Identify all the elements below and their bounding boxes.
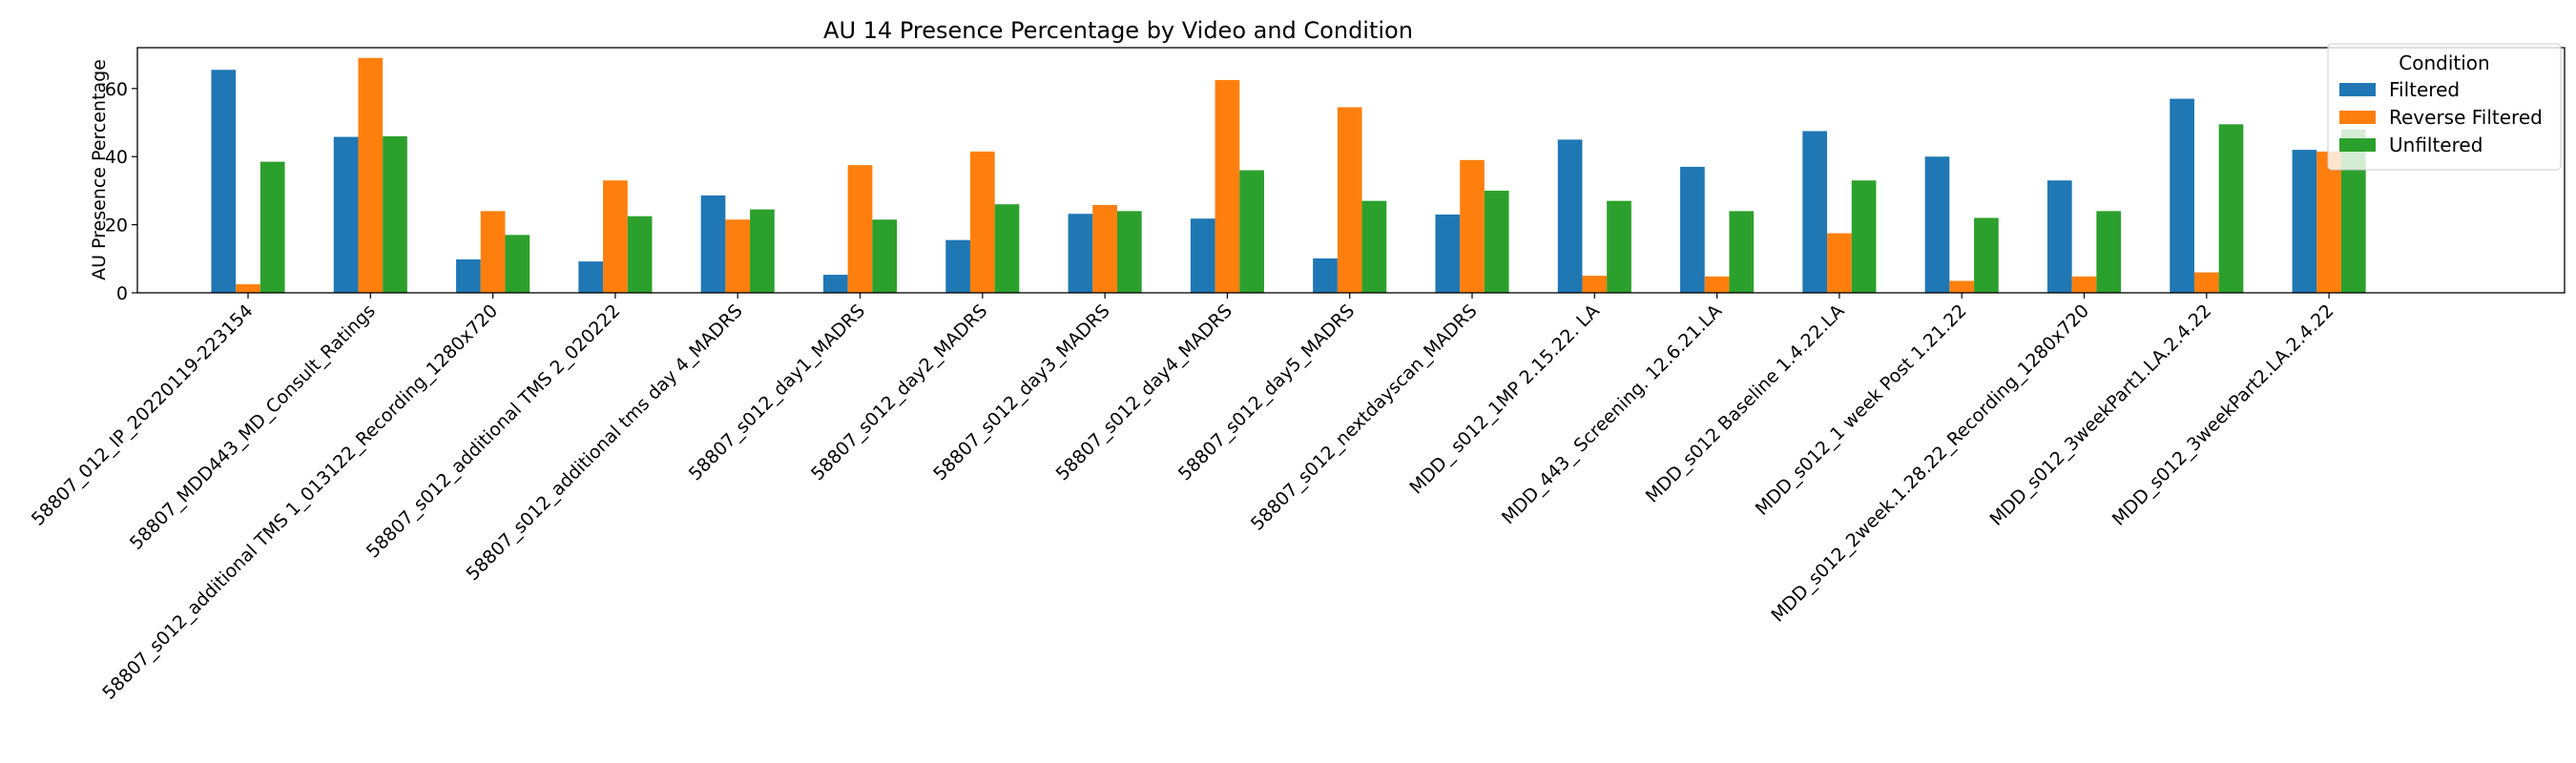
bar-unfiltered-7 xyxy=(1116,211,1142,293)
y-tick-label-2: 40 xyxy=(105,147,128,168)
bar-filtered-9 xyxy=(1313,258,1338,293)
bar-reverse-filtered-0 xyxy=(236,284,260,293)
bar-reverse-filtered-12 xyxy=(1704,276,1730,293)
bar-filtered-16 xyxy=(2170,98,2194,293)
legend-label-filtered: Filtered xyxy=(2389,78,2460,101)
legend-swatch-filtered xyxy=(2339,83,2376,96)
x-tick-label-14: MDD_s012_1 week Post 1.21.22 xyxy=(1752,300,1971,520)
bar-reverse-filtered-3 xyxy=(603,180,628,293)
bar-filtered-13 xyxy=(1802,131,1828,293)
bar-reverse-filtered-9 xyxy=(1337,107,1362,293)
bar-filtered-1 xyxy=(333,136,359,293)
x-axis: 58807_012_IP_20220119-22315458807_MDD443… xyxy=(28,293,2338,704)
bar-reverse-filtered-2 xyxy=(480,211,506,293)
bar-unfiltered-4 xyxy=(750,209,775,293)
legend-label-unfiltered: Unfiltered xyxy=(2389,134,2483,156)
x-tick-label-16: MDD_s012_3weekPart1.LA.2.4.22 xyxy=(1985,300,2215,530)
bar-unfiltered-13 xyxy=(1851,180,1877,293)
bar-filtered-0 xyxy=(211,70,237,293)
bar-reverse-filtered-7 xyxy=(1092,204,1117,293)
bar-unfiltered-10 xyxy=(1484,190,1509,293)
bar-filtered-8 xyxy=(1190,218,1215,293)
legend-swatch-reverse-filtered xyxy=(2339,111,2376,124)
bar-reverse-filtered-17 xyxy=(2316,151,2341,293)
bar-reverse-filtered-8 xyxy=(1215,79,1240,293)
bar-reverse-filtered-4 xyxy=(725,219,751,293)
legend-swatch-unfiltered xyxy=(2339,138,2376,152)
chart-title: AU 14 Presence Percentage by Video and C… xyxy=(823,17,1413,44)
x-tick-label-13: MDD_s012 Baseline 1.4.22.LA xyxy=(1642,300,1849,507)
bar-filtered-3 xyxy=(578,261,604,293)
x-tick-label-1: 58807_MDD443_MD_Consult_Ratings xyxy=(126,300,380,554)
x-tick-label-0: 58807_012_IP_20220119-223154 xyxy=(28,300,258,530)
y-tick-label-3: 60 xyxy=(105,79,128,100)
bar-unfiltered-9 xyxy=(1361,200,1387,294)
bar-reverse-filtered-13 xyxy=(1827,233,1852,293)
bar-filtered-4 xyxy=(700,195,726,293)
bar-reverse-filtered-5 xyxy=(847,165,873,293)
bar-unfiltered-1 xyxy=(383,135,407,293)
bar-filtered-5 xyxy=(822,275,848,293)
bar-unfiltered-14 xyxy=(1974,217,1999,293)
bar-reverse-filtered-11 xyxy=(1582,276,1608,293)
legend: Condition Filtered Reverse Filtered Unfilt… xyxy=(2327,43,2562,171)
bar-unfiltered-3 xyxy=(627,216,653,293)
x-tick-label-3: 58807_s012_additional TMS 2_020222 xyxy=(363,300,625,563)
y-tick-label-1: 20 xyxy=(105,216,128,237)
x-tick-label-11: MDD_ s012_1MP 2.15.22. LA xyxy=(1405,300,1604,499)
legend-title: Condition xyxy=(2399,52,2489,74)
plot-frame xyxy=(136,47,2566,294)
legend-label-reverse-filtered: Reverse Filtered xyxy=(2389,106,2543,129)
bar-filtered-12 xyxy=(1680,166,1705,293)
bar-filtered-10 xyxy=(1435,214,1461,293)
y-axis: 0 20 40 60 xyxy=(105,79,137,304)
legend-box xyxy=(2327,43,2562,171)
y-tick-label-0: 0 xyxy=(116,283,128,304)
bar-unfiltered-5 xyxy=(872,219,898,293)
x-tick-label-4: 58807_s012_additional tms day 4_MADRS xyxy=(463,300,747,585)
bar-unfiltered-16 xyxy=(2218,124,2244,293)
bar-filtered-14 xyxy=(1924,156,1950,293)
bar-filtered-7 xyxy=(1068,214,1093,293)
bar-unfiltered-15 xyxy=(2096,211,2122,293)
bar-filtered-15 xyxy=(2046,180,2072,293)
bar-filtered-2 xyxy=(456,259,481,293)
bar-reverse-filtered-1 xyxy=(358,57,384,294)
bar-filtered-17 xyxy=(2292,150,2317,293)
bar-reverse-filtered-14 xyxy=(1949,280,1975,293)
bar-unfiltered-0 xyxy=(260,161,285,293)
x-tick-label-12: MDD_443_ Screening. 12.6.21.LA xyxy=(1498,300,1726,528)
x-tick-label-10: 58807_s012_nextdayscan_MADRS xyxy=(1247,300,1482,535)
bar-reverse-filtered-6 xyxy=(969,151,995,293)
bar-reverse-filtered-10 xyxy=(1460,159,1485,293)
bar-unfiltered-11 xyxy=(1607,200,1631,294)
bars-group xyxy=(211,57,2366,294)
x-tick-label-2: 58807_s012_additional TMS 1_013122_Recor… xyxy=(98,300,502,704)
bar-reverse-filtered-15 xyxy=(2071,276,2097,293)
bar-reverse-filtered-16 xyxy=(2193,272,2219,293)
bar-unfiltered-6 xyxy=(994,204,1020,293)
legend-items: Filtered Reverse Filtered Unfiltered xyxy=(2339,78,2543,156)
x-tick-label-17: MDD_s012_3weekPart2.LA.2.4.22 xyxy=(2109,300,2338,530)
bar-filtered-11 xyxy=(1557,139,1583,294)
bar-unfiltered-12 xyxy=(1729,211,1755,293)
bar-unfiltered-8 xyxy=(1239,170,1264,293)
bar-filtered-6 xyxy=(945,239,970,293)
bar-unfiltered-2 xyxy=(505,235,530,293)
y-axis-label: AU Presence Percentage xyxy=(89,59,110,280)
